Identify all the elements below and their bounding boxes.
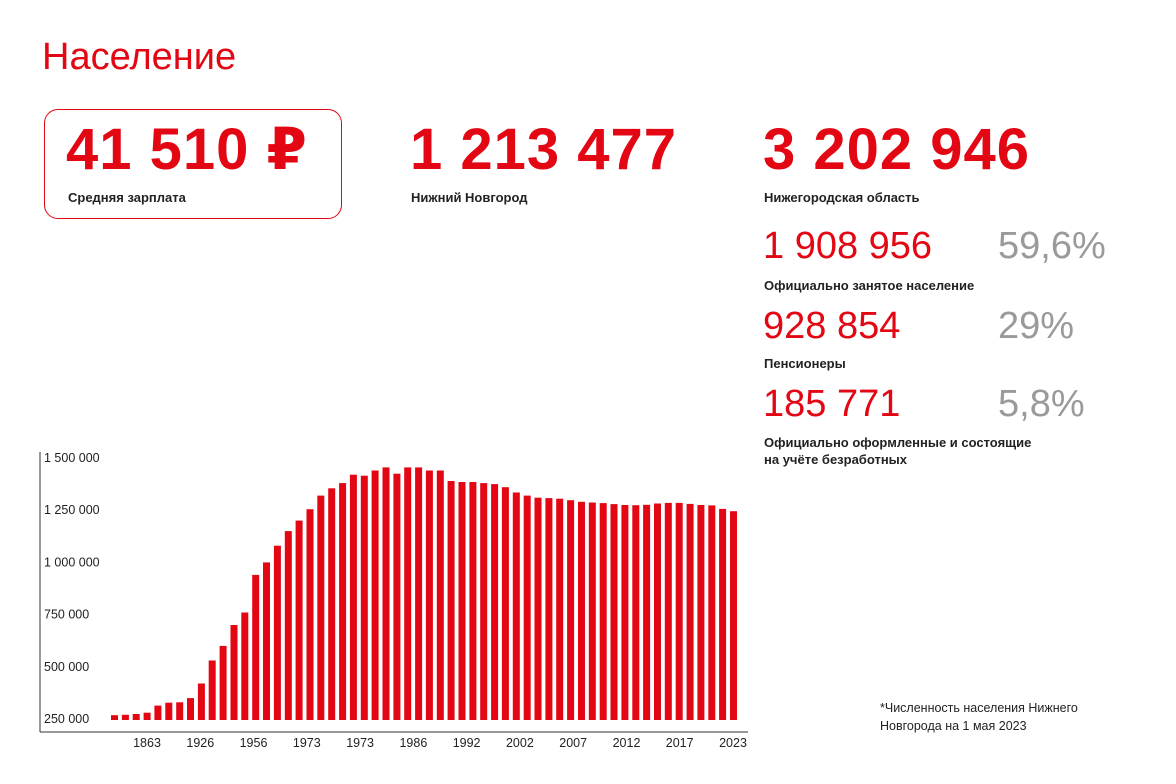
chart-bar bbox=[371, 470, 379, 720]
chart-bar bbox=[263, 562, 270, 720]
x-tick-label: 2012 bbox=[613, 736, 641, 750]
page-title: Население bbox=[42, 36, 237, 78]
pensioners-label: Пенсионеры bbox=[764, 356, 846, 371]
chart-bar bbox=[512, 492, 520, 720]
employed-label: Официально занятое население bbox=[764, 278, 975, 293]
chart-bar bbox=[708, 505, 716, 720]
x-tick-label: 2002 bbox=[506, 736, 534, 750]
chart-bar bbox=[382, 467, 390, 720]
employed-value: 1 908 956 bbox=[763, 225, 933, 267]
chart-bar bbox=[643, 504, 651, 720]
chart-bar bbox=[719, 508, 727, 720]
x-tick-label: 1863 bbox=[133, 736, 161, 750]
chart-bar bbox=[317, 495, 325, 720]
chart-bar bbox=[621, 505, 629, 720]
chart-bar bbox=[415, 467, 423, 720]
chart-bar bbox=[458, 482, 466, 720]
chart-bar bbox=[284, 531, 292, 720]
chart-bar bbox=[425, 470, 433, 720]
unemployed-value: 185 771 bbox=[763, 383, 901, 425]
city-population-label: Нижний Новгород bbox=[411, 190, 528, 205]
chart-bar bbox=[241, 612, 249, 720]
salary-card bbox=[44, 109, 342, 219]
chart-bar bbox=[675, 502, 683, 720]
x-tick-label: 2017 bbox=[666, 736, 694, 750]
chart-bar bbox=[252, 574, 260, 720]
chart-bar bbox=[111, 715, 118, 720]
chart-bar bbox=[501, 487, 509, 720]
chart-bar bbox=[469, 482, 477, 720]
y-tick-label: 250 000 bbox=[44, 712, 89, 726]
chart-bar bbox=[349, 474, 357, 720]
x-tick-label: 2007 bbox=[559, 736, 587, 750]
chart-bar bbox=[534, 497, 542, 720]
x-tick-label: 1986 bbox=[399, 736, 427, 750]
chart-bar bbox=[328, 488, 336, 720]
region-population-value: 3 202 946 bbox=[763, 117, 1031, 182]
chart-bar bbox=[208, 660, 216, 720]
pensioners-value: 928 854 bbox=[763, 305, 901, 347]
chart-bar bbox=[360, 475, 368, 720]
x-tick-label: 1956 bbox=[240, 736, 268, 750]
chart-bar bbox=[730, 511, 737, 720]
x-tick-label: 1973 bbox=[346, 736, 374, 750]
y-tick-label: 500 000 bbox=[44, 660, 89, 674]
chart-bar bbox=[404, 467, 412, 720]
chart-bar bbox=[599, 503, 607, 720]
chart-bar bbox=[339, 483, 347, 720]
chart-bar bbox=[154, 705, 162, 720]
y-tick-label: 750 000 bbox=[44, 608, 89, 622]
chart-bar bbox=[654, 503, 661, 720]
chart-bar bbox=[132, 714, 140, 720]
chart-bar bbox=[491, 484, 499, 720]
chart-bar bbox=[393, 473, 401, 720]
chart-bar bbox=[664, 502, 672, 720]
city-population-value: 1 213 477 bbox=[410, 117, 678, 182]
chart-bar bbox=[610, 504, 618, 720]
chart-bar bbox=[436, 470, 444, 720]
chart-bar bbox=[187, 698, 194, 720]
y-tick-label: 1 250 000 bbox=[44, 503, 100, 517]
y-tick-label: 1 500 000 bbox=[44, 451, 100, 465]
chart-bar bbox=[523, 495, 531, 720]
unemployed-label: Официально оформленные и состоящие на уч… bbox=[764, 435, 1032, 467]
chart-bar bbox=[295, 520, 303, 720]
employed-percent: 59,6% bbox=[998, 225, 1106, 267]
chart-bar bbox=[143, 712, 151, 720]
chart-bar bbox=[578, 501, 585, 720]
chart-bar bbox=[480, 483, 488, 720]
chart-bar bbox=[545, 498, 553, 720]
chart-bar bbox=[447, 481, 455, 720]
x-tick-label: 1973 bbox=[293, 736, 321, 750]
footnote: *Численность населения Нижнего Новгорода… bbox=[880, 701, 1078, 733]
chart-bar bbox=[273, 545, 281, 720]
chart-bar bbox=[686, 503, 694, 720]
chart-bar bbox=[176, 702, 184, 720]
y-tick-label: 1 000 000 bbox=[44, 555, 100, 569]
x-tick-label: 1926 bbox=[186, 736, 214, 750]
chart-bar bbox=[556, 498, 564, 720]
chart-bar bbox=[165, 702, 173, 720]
unemployed-percent: 5,8% bbox=[998, 383, 1085, 425]
chart-bar bbox=[567, 500, 575, 720]
chart-bar bbox=[219, 645, 227, 720]
salary-label: Средняя зарплата bbox=[68, 190, 186, 205]
x-tick-label: 2023 bbox=[719, 736, 747, 750]
chart-bar bbox=[632, 505, 640, 720]
chart-bar bbox=[197, 683, 205, 720]
chart-bar bbox=[230, 625, 238, 720]
chart-bar bbox=[588, 502, 596, 720]
region-population-label: Нижегородская область bbox=[764, 190, 920, 205]
x-tick-label: 1992 bbox=[453, 736, 481, 750]
salary-value: 41 510 ₽ bbox=[66, 117, 308, 182]
chart-bar bbox=[697, 505, 705, 720]
pensioners-percent: 29% bbox=[998, 305, 1075, 347]
chart-bar bbox=[121, 714, 129, 720]
chart-bar bbox=[306, 509, 314, 720]
